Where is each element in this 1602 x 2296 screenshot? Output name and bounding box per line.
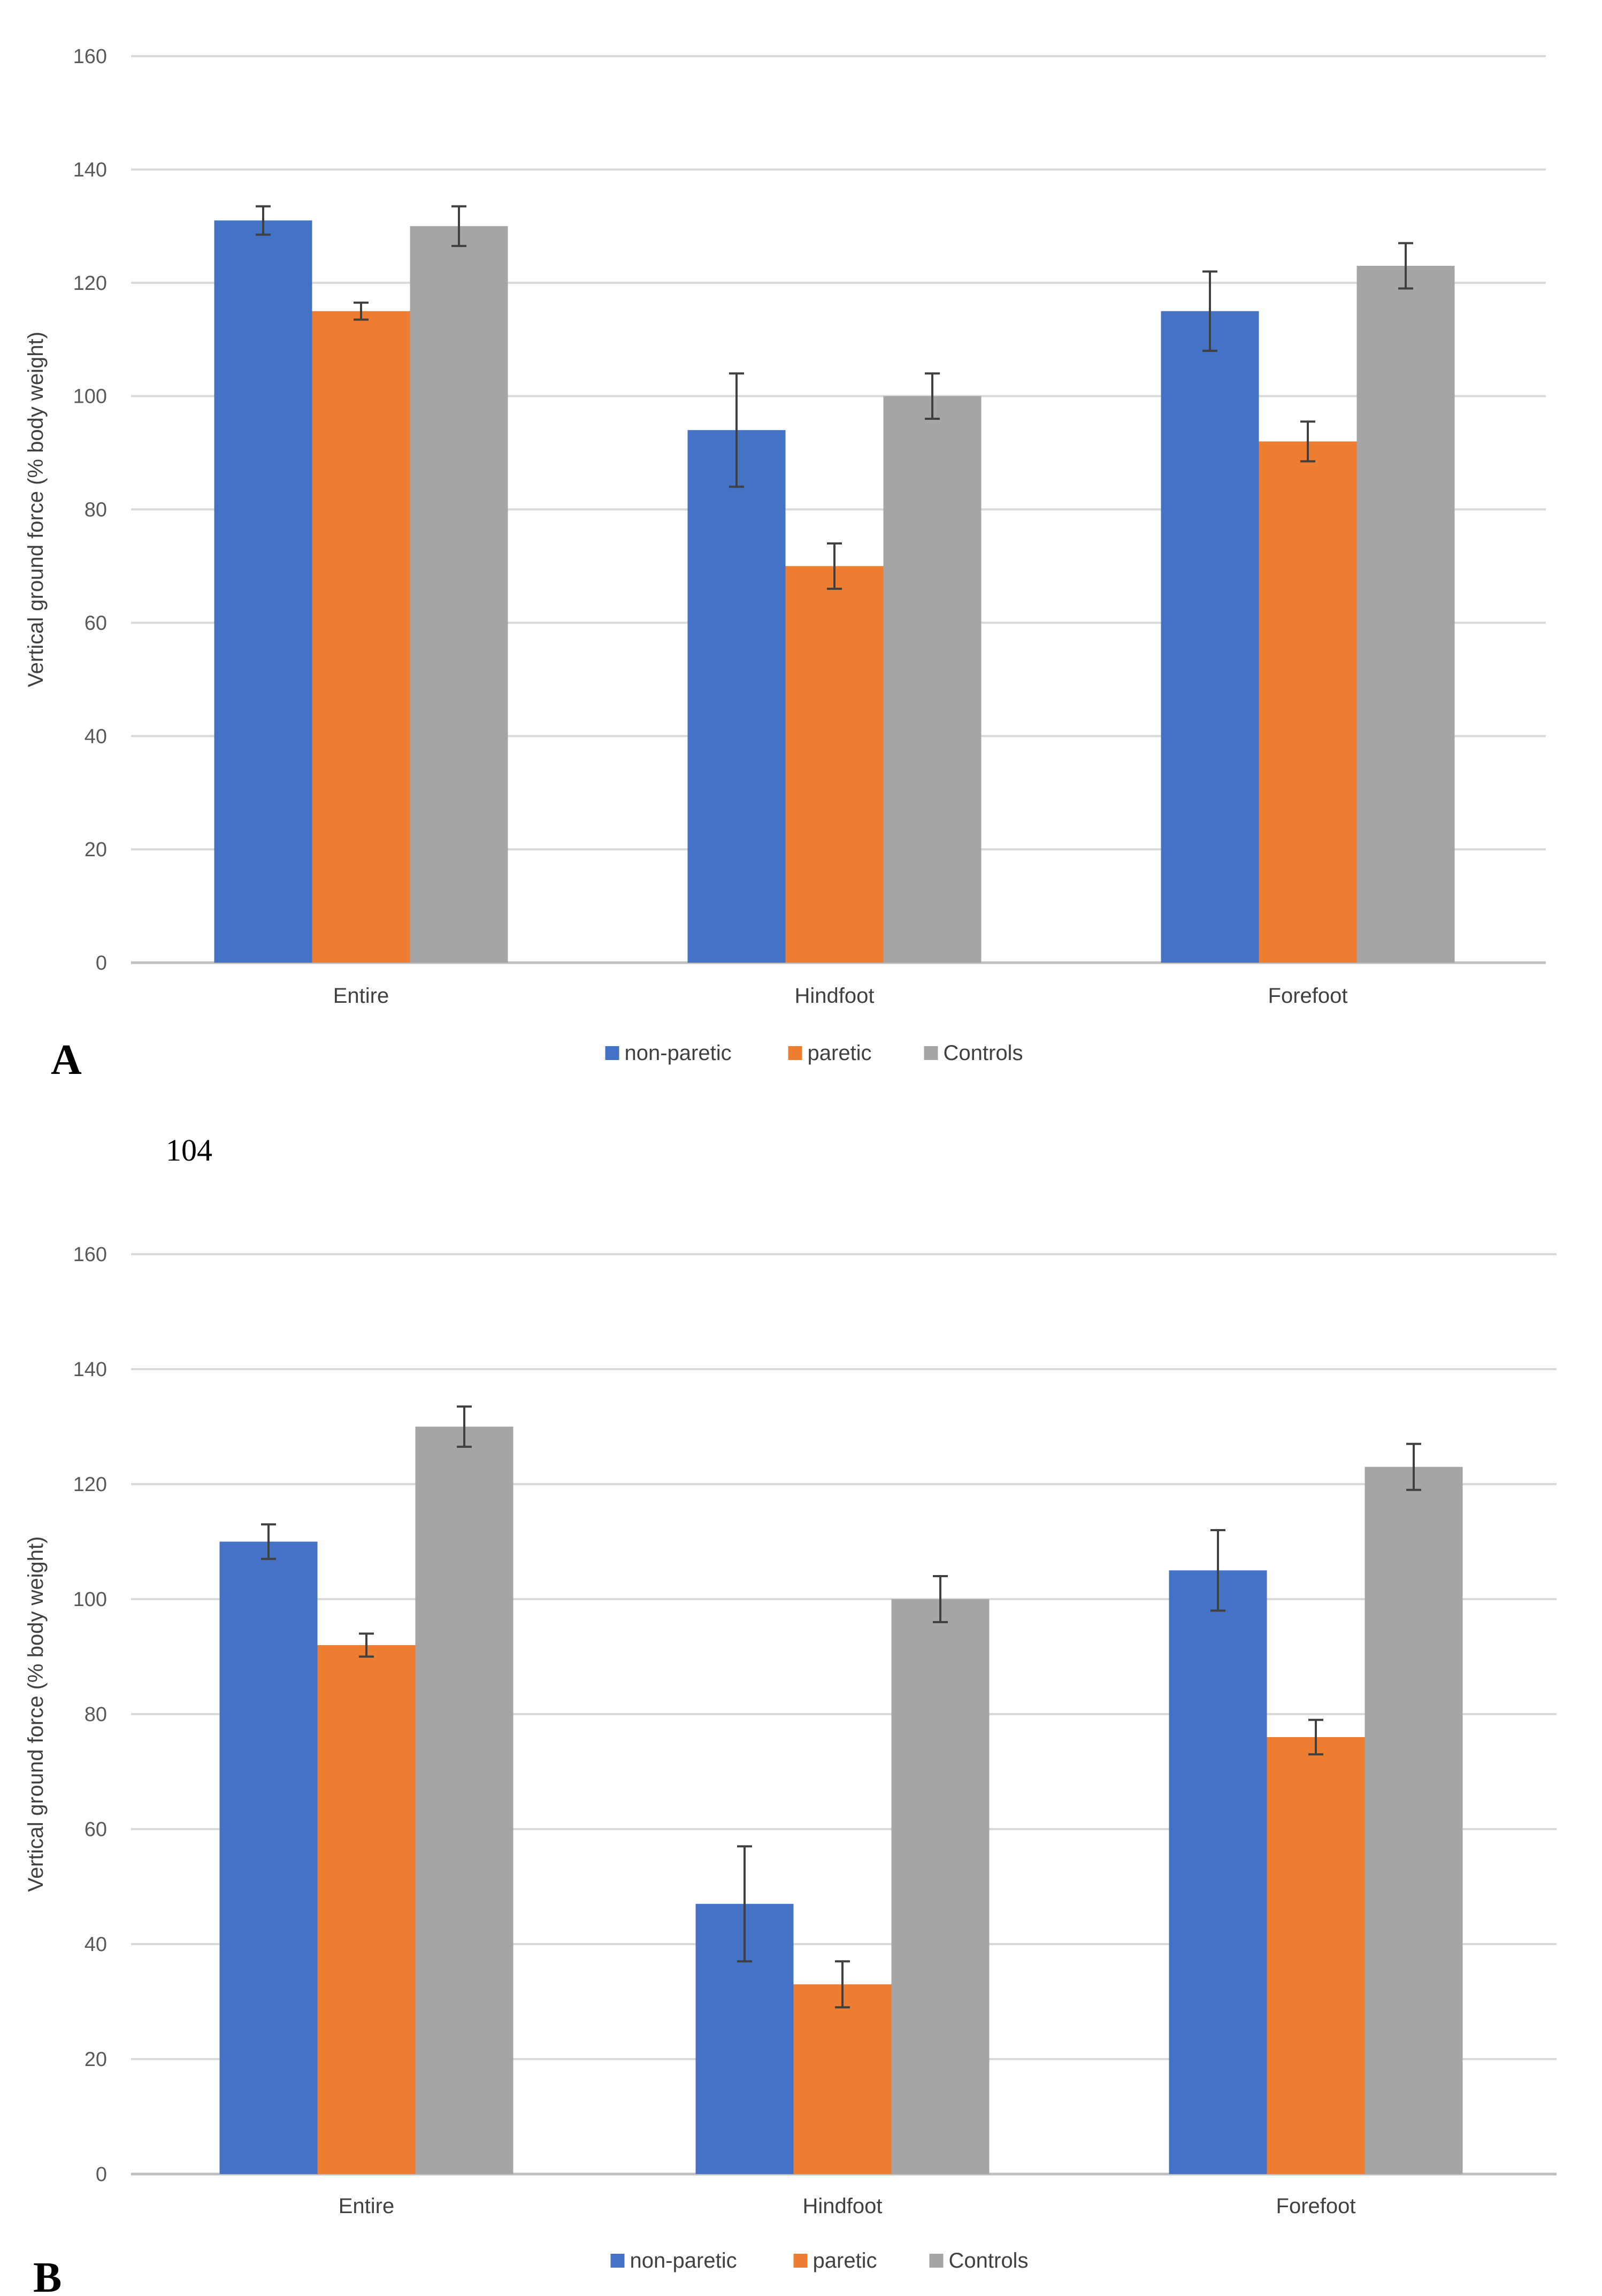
c0-y-tick-60: 60 (85, 612, 107, 634)
c1-error-bar-controls-hindfoot (933, 1575, 948, 1623)
c1-bar-non-paretic-entire (219, 1541, 318, 2174)
chart-panel-a: 0 20 40 60 80 100 120 140 160 Vertical ground for… (24, 45, 1546, 1065)
c0-error-bar-paretic-entire (354, 301, 369, 321)
c0-error-bar-controls-entire (451, 205, 466, 247)
c1-bar-controls-forefoot (1365, 1466, 1463, 2174)
c0-x-category-forefoot: Forefoot (1268, 984, 1348, 1008)
c0-x-category-entire: Entire (333, 984, 389, 1008)
c1-error-bar-non-paretic-entire (261, 1523, 276, 1560)
c1-bar-paretic-hindfoot (793, 1984, 892, 2174)
c1-error-bar-paretic-entire (359, 1632, 374, 1658)
c0-legend-swatch-paretic (788, 1046, 802, 1060)
c0-y-tick-120: 120 (73, 272, 107, 295)
c1-y-tick-60: 60 (85, 1818, 107, 1841)
c0-error-bar-non-paretic-entire (256, 205, 271, 236)
c1-x-category-entire: Entire (339, 2194, 395, 2218)
c1-x-category-forefoot: Forefoot (1276, 2194, 1356, 2218)
c0-bar-non-paretic-forefoot (1161, 311, 1259, 963)
c0-bar-controls-entire (410, 226, 508, 963)
panel-label-a: A (51, 1036, 82, 1084)
c0-error-bar-controls-hindfoot (925, 372, 940, 420)
c0-y-tick-0: 0 (96, 952, 107, 974)
c1-error-bar-paretic-hindfoot (835, 1960, 850, 2009)
c1-y-tick-100: 100 (73, 1588, 107, 1611)
c1-legend-swatch-paretic (793, 2254, 808, 2268)
c1-bar-paretic-forefoot (1267, 1737, 1365, 2174)
c0-y-tick-80: 80 (85, 499, 107, 521)
c0-bar-non-paretic-hindfoot (687, 430, 786, 963)
c0-error-bar-paretic-forefoot (1300, 420, 1315, 463)
c0-y-tick-140: 140 (73, 159, 107, 181)
c0-x-category-hindfoot: Hindfoot (795, 984, 875, 1008)
c1-error-bar-paretic-forefoot (1308, 1718, 1323, 1756)
c1-error-bar-controls-forefoot (1406, 1442, 1421, 1491)
c0-y-tick-40: 40 (85, 725, 107, 748)
c0-bar-controls-hindfoot (883, 396, 982, 963)
c0-error-bar-non-paretic-hindfoot (729, 372, 744, 488)
c1-y-axis-title: Vertical ground force (% body weight) (24, 1537, 48, 1892)
c1-y-tick-120: 120 (73, 1473, 107, 1496)
c0-y-tick-100: 100 (73, 386, 107, 408)
c0-bar-non-paretic-entire (214, 220, 312, 963)
c1-error-bar-non-paretic-hindfoot (737, 1845, 752, 1963)
c0-error-bar-paretic-hindfoot (827, 542, 842, 590)
c1-y-tick-40: 40 (85, 1933, 107, 1956)
c1-legend-label-paretic: paretic (813, 2249, 877, 2272)
c0-y-tick-20: 20 (85, 839, 107, 861)
panel-label-b: B (33, 2254, 62, 2296)
c1-x-category-hindfoot: Hindfoot (803, 2194, 883, 2218)
c1-bar-controls-entire (415, 1426, 513, 2174)
c1-legend-swatch-controls (929, 2254, 944, 2268)
c1-error-bar-controls-entire (457, 1405, 472, 1448)
c0-legend-label-non-paretic: non-paretic (625, 1041, 732, 1065)
chart-panel-b: 0 20 40 60 80 100 120 140 160 Vertical ground for… (24, 1243, 1557, 2272)
c0-bar-paretic-forefoot (1259, 441, 1357, 963)
c0-legend-swatch-controls (924, 1046, 938, 1060)
c0-bar-paretic-hindfoot (785, 566, 884, 963)
c0-error-bar-controls-forefoot (1398, 242, 1413, 290)
c0-bar-paretic-entire (312, 311, 410, 963)
c1-bar-non-paretic-forefoot (1169, 1570, 1267, 2174)
c0-legend-label-controls: Controls (944, 1041, 1023, 1065)
c0-legend-swatch-non-paretic (605, 1046, 619, 1060)
c0-legend-label-paretic: paretic (808, 1041, 872, 1065)
c0-legend: non-paretic paretic Controls (605, 1041, 1023, 1065)
c1-y-tick-20: 20 (85, 2048, 107, 2071)
c0-y-axis-title: Vertical ground force (% body weight) (24, 332, 48, 687)
c1-y-tick-140: 140 (73, 1358, 107, 1381)
page-number: 104 (166, 1133, 212, 1168)
c0-y-tick-160: 160 (73, 45, 107, 68)
c1-bar-paretic-entire (317, 1645, 416, 2174)
c1-y-tick-160: 160 (73, 1243, 107, 1266)
c1-legend-swatch-non-paretic (610, 2254, 625, 2268)
c1-legend-label-controls: Controls (949, 2249, 1029, 2272)
c1-legend: non-paretic paretic Controls (610, 2249, 1029, 2272)
c1-legend-label-non-paretic: non-paretic (630, 2249, 737, 2272)
c1-error-bar-non-paretic-forefoot (1210, 1529, 1225, 1612)
c0-error-bar-non-paretic-forefoot (1202, 270, 1217, 352)
c1-bar-controls-hindfoot (891, 1599, 990, 2174)
c1-y-tick-80: 80 (85, 1703, 107, 1726)
c0-bar-controls-forefoot (1356, 265, 1455, 963)
c1-y-tick-0: 0 (96, 2163, 107, 2186)
